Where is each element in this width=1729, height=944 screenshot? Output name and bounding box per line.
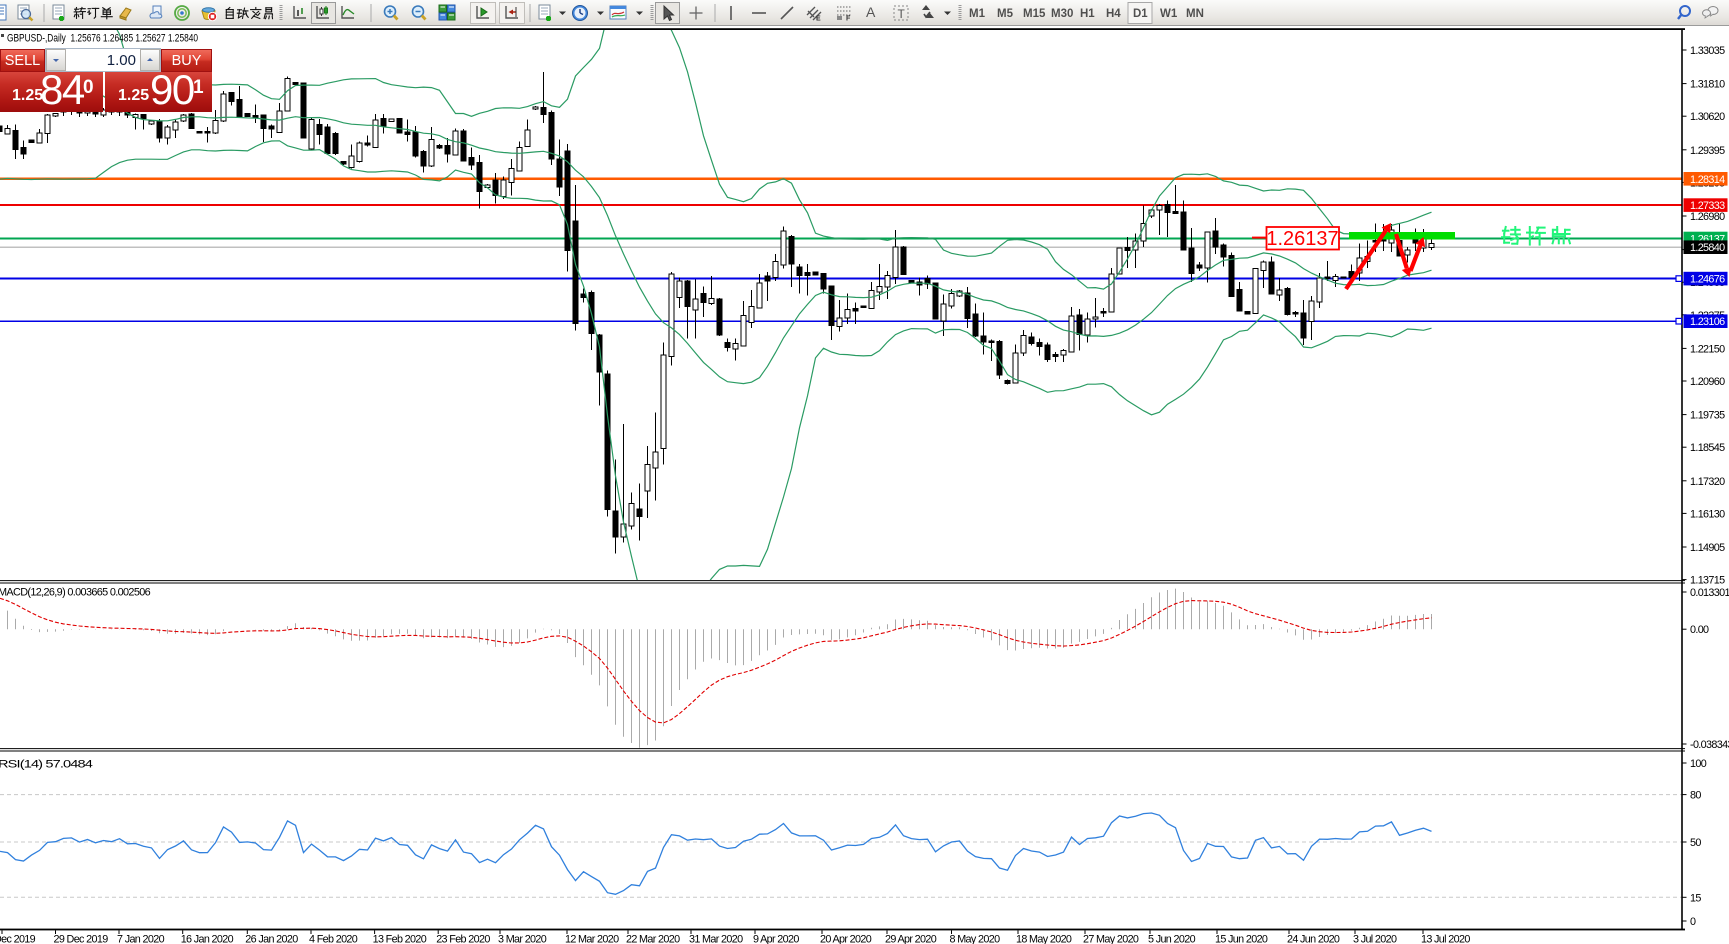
svg-text:1.24676: 1.24676 — [1690, 274, 1725, 286]
svg-text:-0.038343: -0.038343 — [1690, 739, 1729, 751]
svg-text:GBPUSD-,Daily 1.25676 1.26485: GBPUSD-,Daily 1.25676 1.26485 1.25627 1.… — [7, 33, 198, 45]
svg-text:1.27333: 1.27333 — [1690, 200, 1725, 212]
svg-text:20 Apr 2020: 20 Apr 2020 — [820, 934, 872, 944]
svg-text:M1: M1 — [969, 8, 986, 20]
svg-text:13 Feb 2020: 13 Feb 2020 — [373, 934, 427, 944]
svg-text:1.23106: 1.23106 — [1690, 316, 1725, 328]
svg-text:1.29395: 1.29395 — [1690, 145, 1725, 157]
svg-text:E: E — [816, 16, 821, 23]
svg-text:1.26980: 1.26980 — [1690, 211, 1725, 223]
svg-text:1.19735: 1.19735 — [1690, 410, 1725, 422]
svg-text:1.13715: 1.13715 — [1690, 575, 1725, 587]
svg-text:1.22150: 1.22150 — [1690, 343, 1725, 355]
svg-text:0.013301: 0.013301 — [1690, 587, 1729, 599]
svg-text:MN: MN — [1186, 8, 1204, 20]
svg-text:1.31810: 1.31810 — [1690, 79, 1725, 91]
svg-text:1.33035: 1.33035 — [1690, 45, 1725, 57]
svg-text:5 Jun 2020: 5 Jun 2020 — [1148, 934, 1196, 944]
svg-text:1.16130: 1.16130 — [1690, 508, 1725, 520]
svg-text:8 May 2020: 8 May 2020 — [950, 934, 1001, 944]
svg-text:3 Jul 2020: 3 Jul 2020 — [1353, 934, 1397, 944]
svg-text:W1: W1 — [1160, 8, 1178, 20]
svg-text:M30: M30 — [1051, 8, 1073, 20]
svg-text:80: 80 — [1690, 790, 1701, 802]
svg-text:1.26137: 1.26137 — [1266, 228, 1338, 250]
svg-text:15 Jun 2020: 15 Jun 2020 — [1215, 934, 1268, 944]
svg-text:F: F — [846, 16, 851, 23]
svg-text:22 Mar 2020: 22 Mar 2020 — [626, 934, 680, 944]
svg-text:23 Feb 2020: 23 Feb 2020 — [436, 934, 490, 944]
svg-text:12 Mar 2020: 12 Mar 2020 — [565, 934, 619, 944]
svg-text:16 Jan 2020: 16 Jan 2020 — [181, 934, 234, 944]
svg-text:RSI(14) 57.0484: RSI(14) 57.0484 — [0, 759, 93, 771]
svg-text:1.17320: 1.17320 — [1690, 476, 1725, 488]
svg-text:MACD(12,26,9) 0.003665 0.00250: MACD(12,26,9) 0.003665 0.002506 — [0, 587, 151, 599]
svg-text:50: 50 — [1690, 837, 1701, 849]
svg-text:D1: D1 — [1133, 8, 1148, 20]
svg-text:A: A — [866, 4, 876, 20]
svg-text:13 Jul 2020: 13 Jul 2020 — [1421, 934, 1470, 944]
svg-text:1.14905: 1.14905 — [1690, 542, 1725, 554]
svg-text:29 Apr 2020: 29 Apr 2020 — [885, 934, 937, 944]
svg-text:H4: H4 — [1106, 8, 1121, 20]
svg-text:9 Apr 2020: 9 Apr 2020 — [753, 934, 799, 944]
svg-text:1.25840: 1.25840 — [1690, 242, 1725, 254]
svg-text:Dec 2019: Dec 2019 — [0, 934, 36, 944]
svg-text:1.28314: 1.28314 — [1690, 174, 1725, 186]
svg-text:100: 100 — [1690, 758, 1707, 770]
svg-text:15: 15 — [1690, 892, 1701, 904]
svg-text:29 Dec 2019: 29 Dec 2019 — [54, 934, 109, 944]
svg-text:27 May 2020: 27 May 2020 — [1083, 934, 1139, 944]
svg-text:M5: M5 — [997, 8, 1014, 20]
svg-text:24 Jun 2020: 24 Jun 2020 — [1287, 934, 1340, 944]
svg-text:26 Jan 2020: 26 Jan 2020 — [245, 934, 298, 944]
svg-text:7 Jan 2020: 7 Jan 2020 — [117, 934, 165, 944]
svg-text:1.18545: 1.18545 — [1690, 442, 1725, 454]
svg-text:18 May 2020: 18 May 2020 — [1016, 934, 1072, 944]
svg-text:H1: H1 — [1080, 8, 1095, 20]
svg-text:0: 0 — [1690, 916, 1696, 928]
svg-text:3 Mar 2020: 3 Mar 2020 — [498, 934, 547, 944]
svg-text:4 Feb 2020: 4 Feb 2020 — [309, 934, 358, 944]
svg-text:M15: M15 — [1023, 8, 1046, 20]
svg-text:T: T — [898, 7, 906, 21]
svg-text:31 Mar 2020: 31 Mar 2020 — [689, 934, 743, 944]
svg-text:0.00: 0.00 — [1690, 624, 1709, 636]
svg-text:1.20960: 1.20960 — [1690, 376, 1725, 388]
svg-text:1.30620: 1.30620 — [1690, 111, 1725, 123]
